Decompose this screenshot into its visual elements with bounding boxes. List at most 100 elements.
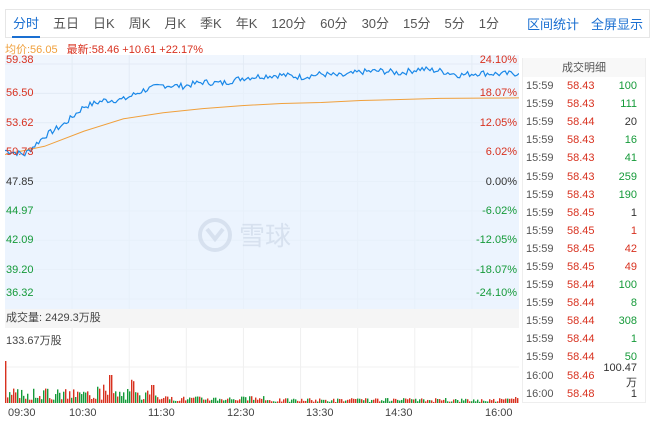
tab-8[interactable]: 60分 bbox=[320, 15, 348, 31]
trade-price: 58.44 bbox=[567, 279, 595, 292]
svg-text:雪球: 雪球 bbox=[239, 222, 291, 252]
trade-volume: 1 bbox=[630, 206, 637, 219]
pct-tick-label: 18.07% bbox=[479, 87, 517, 100]
trade-price: 58.45 bbox=[567, 224, 595, 237]
pct-tick-label: 0.00% bbox=[485, 175, 517, 188]
trade-row: 15:59 58.45 1 bbox=[523, 222, 645, 240]
trade-row: 16:00 58.48 1 bbox=[523, 385, 645, 403]
trade-price: 58.44 bbox=[567, 315, 595, 328]
trade-time: 15:59 bbox=[526, 260, 554, 273]
last-price-label: 最新:58.46 +10.61 +22.17% bbox=[66, 44, 204, 56]
trade-row: 15:59 58.43 190 bbox=[523, 186, 645, 204]
trade-price: 58.45 bbox=[567, 260, 595, 273]
tab-10[interactable]: 15分 bbox=[403, 15, 431, 31]
trade-price: 58.43 bbox=[567, 98, 595, 111]
trade-time: 15:59 bbox=[526, 152, 554, 165]
trade-volume: 8 bbox=[630, 297, 637, 310]
trade-volume: 1 bbox=[630, 333, 637, 346]
trade-row: 15:59 58.45 1 bbox=[523, 204, 645, 222]
trade-time: 15:59 bbox=[526, 206, 554, 219]
trade-row: 15:59 58.44 100 bbox=[523, 276, 645, 294]
trade-row: 15:59 58.43 259 bbox=[523, 167, 645, 185]
trade-row: 15:59 58.44 20 bbox=[523, 113, 645, 131]
trade-time: 15:59 bbox=[526, 333, 554, 346]
tab-7[interactable]: 120分 bbox=[271, 15, 307, 31]
volume-total-label: 成交量: 2429.3万股 bbox=[5, 309, 519, 328]
trade-price: 58.48 bbox=[567, 387, 595, 400]
price-tick-label: 42.09 bbox=[6, 234, 34, 247]
price-chart[interactable]: 雪球 59.38 24.10% 56.50 18.07% 53.62 12.05% 50.7… bbox=[5, 55, 519, 309]
price-tick-label: 47.85 bbox=[6, 175, 34, 188]
quote-info: 均价:56.05 最新:58.46 +10.61 +22.17% bbox=[5, 41, 203, 57]
trade-price: 58.44 bbox=[567, 351, 595, 364]
price-tick-label: 36.32 bbox=[6, 287, 34, 299]
tab-9[interactable]: 30分 bbox=[361, 15, 390, 31]
trade-row: 15:59 58.45 49 bbox=[523, 258, 645, 276]
tab-2[interactable]: 日K bbox=[93, 15, 115, 31]
volume-max-label: 133.67万股 bbox=[6, 335, 62, 347]
trade-price: 58.43 bbox=[567, 80, 595, 93]
trade-price: 58.45 bbox=[567, 206, 595, 219]
trade-price: 58.44 bbox=[567, 116, 595, 129]
trade-row: 15:59 58.43 111 bbox=[523, 95, 645, 113]
trade-time: 16:00 bbox=[526, 369, 554, 382]
trade-row: 16:00 58.46 100.47万 bbox=[523, 362, 645, 389]
trade-volume: 1 bbox=[630, 224, 637, 237]
price-tick-label: 53.62 bbox=[6, 116, 34, 129]
trade-time: 15:59 bbox=[526, 242, 554, 255]
tab-1[interactable]: 五日 bbox=[53, 15, 80, 31]
time-tick-label: 09:30 bbox=[8, 407, 36, 419]
trade-time: 15:59 bbox=[526, 351, 554, 364]
trade-volume: 100 bbox=[618, 80, 637, 93]
tab-6[interactable]: 年K bbox=[235, 15, 258, 31]
tab-0[interactable]: 分时 bbox=[6, 10, 46, 38]
tab-3[interactable]: 周K bbox=[128, 15, 151, 31]
trade-time: 15:59 bbox=[526, 98, 554, 111]
trade-volume: 16 bbox=[624, 134, 637, 147]
tab-12[interactable]: 1分 bbox=[478, 15, 499, 31]
pct-tick-label: -18.07% bbox=[476, 263, 517, 276]
price-chart-svg bbox=[5, 55, 519, 309]
pct-tick-label: -24.10% bbox=[476, 287, 517, 299]
trade-volume: 100.47万 bbox=[603, 361, 637, 389]
price-tick-label: 56.50 bbox=[6, 87, 34, 100]
avg-price-label: 均价:56.05 bbox=[5, 44, 58, 56]
fullscreen-link[interactable]: 全屏显示 bbox=[590, 17, 643, 32]
trade-price: 58.43 bbox=[567, 188, 595, 201]
trade-time: 15:59 bbox=[526, 279, 554, 292]
trade-volume: 50 bbox=[624, 351, 637, 364]
trade-time: 16:00 bbox=[526, 387, 554, 400]
tab-5[interactable]: 季K bbox=[200, 15, 222, 31]
trade-time: 15:59 bbox=[526, 224, 554, 237]
trade-time: 15:59 bbox=[526, 80, 554, 93]
trade-price: 58.46 bbox=[567, 369, 595, 382]
pct-tick-label: 24.10% bbox=[479, 54, 517, 66]
trade-details-panel: 成交明细 15:59 58.43 100 15:59 58.43 111 15:59 58.4… bbox=[522, 58, 646, 403]
trade-price: 58.43 bbox=[567, 134, 595, 147]
pct-tick-label: 12.05% bbox=[479, 116, 517, 129]
trade-details-header: 成交明细 bbox=[523, 58, 645, 77]
time-tick-label: 10:30 bbox=[69, 407, 97, 419]
trade-volume: 41 bbox=[624, 152, 637, 165]
tab-11[interactable]: 5分 bbox=[444, 15, 465, 31]
time-tick-label: 16:00 bbox=[485, 407, 513, 419]
trade-time: 15:59 bbox=[526, 315, 554, 328]
time-tick-label: 14:30 bbox=[385, 407, 413, 419]
trade-row: 15:59 58.43 41 bbox=[523, 149, 645, 167]
trade-volume: 259 bbox=[618, 170, 637, 183]
pct-tick-label: 6.02% bbox=[485, 146, 517, 159]
time-axis: 09:30 10:30 11:30 12:30 13:30 14:30 16:00 bbox=[5, 405, 519, 421]
trade-time: 15:59 bbox=[526, 134, 554, 147]
trade-price: 58.44 bbox=[567, 297, 595, 310]
trade-row: 15:59 58.44 50 bbox=[523, 348, 645, 366]
trade-volume: 308 bbox=[618, 315, 637, 328]
trade-price: 58.44 bbox=[567, 333, 595, 346]
volume-chart[interactable]: 133.67万股 bbox=[5, 328, 519, 404]
time-tick-label: 12:30 bbox=[227, 407, 255, 419]
range-stats-link[interactable]: 区间统计 bbox=[526, 17, 579, 32]
tab-4[interactable]: 月K bbox=[164, 15, 187, 31]
trade-price: 58.45 bbox=[567, 242, 595, 255]
trade-time: 15:59 bbox=[526, 297, 554, 310]
price-tick-label: 39.20 bbox=[6, 263, 34, 276]
trade-row: 15:59 58.44 308 bbox=[523, 312, 645, 330]
